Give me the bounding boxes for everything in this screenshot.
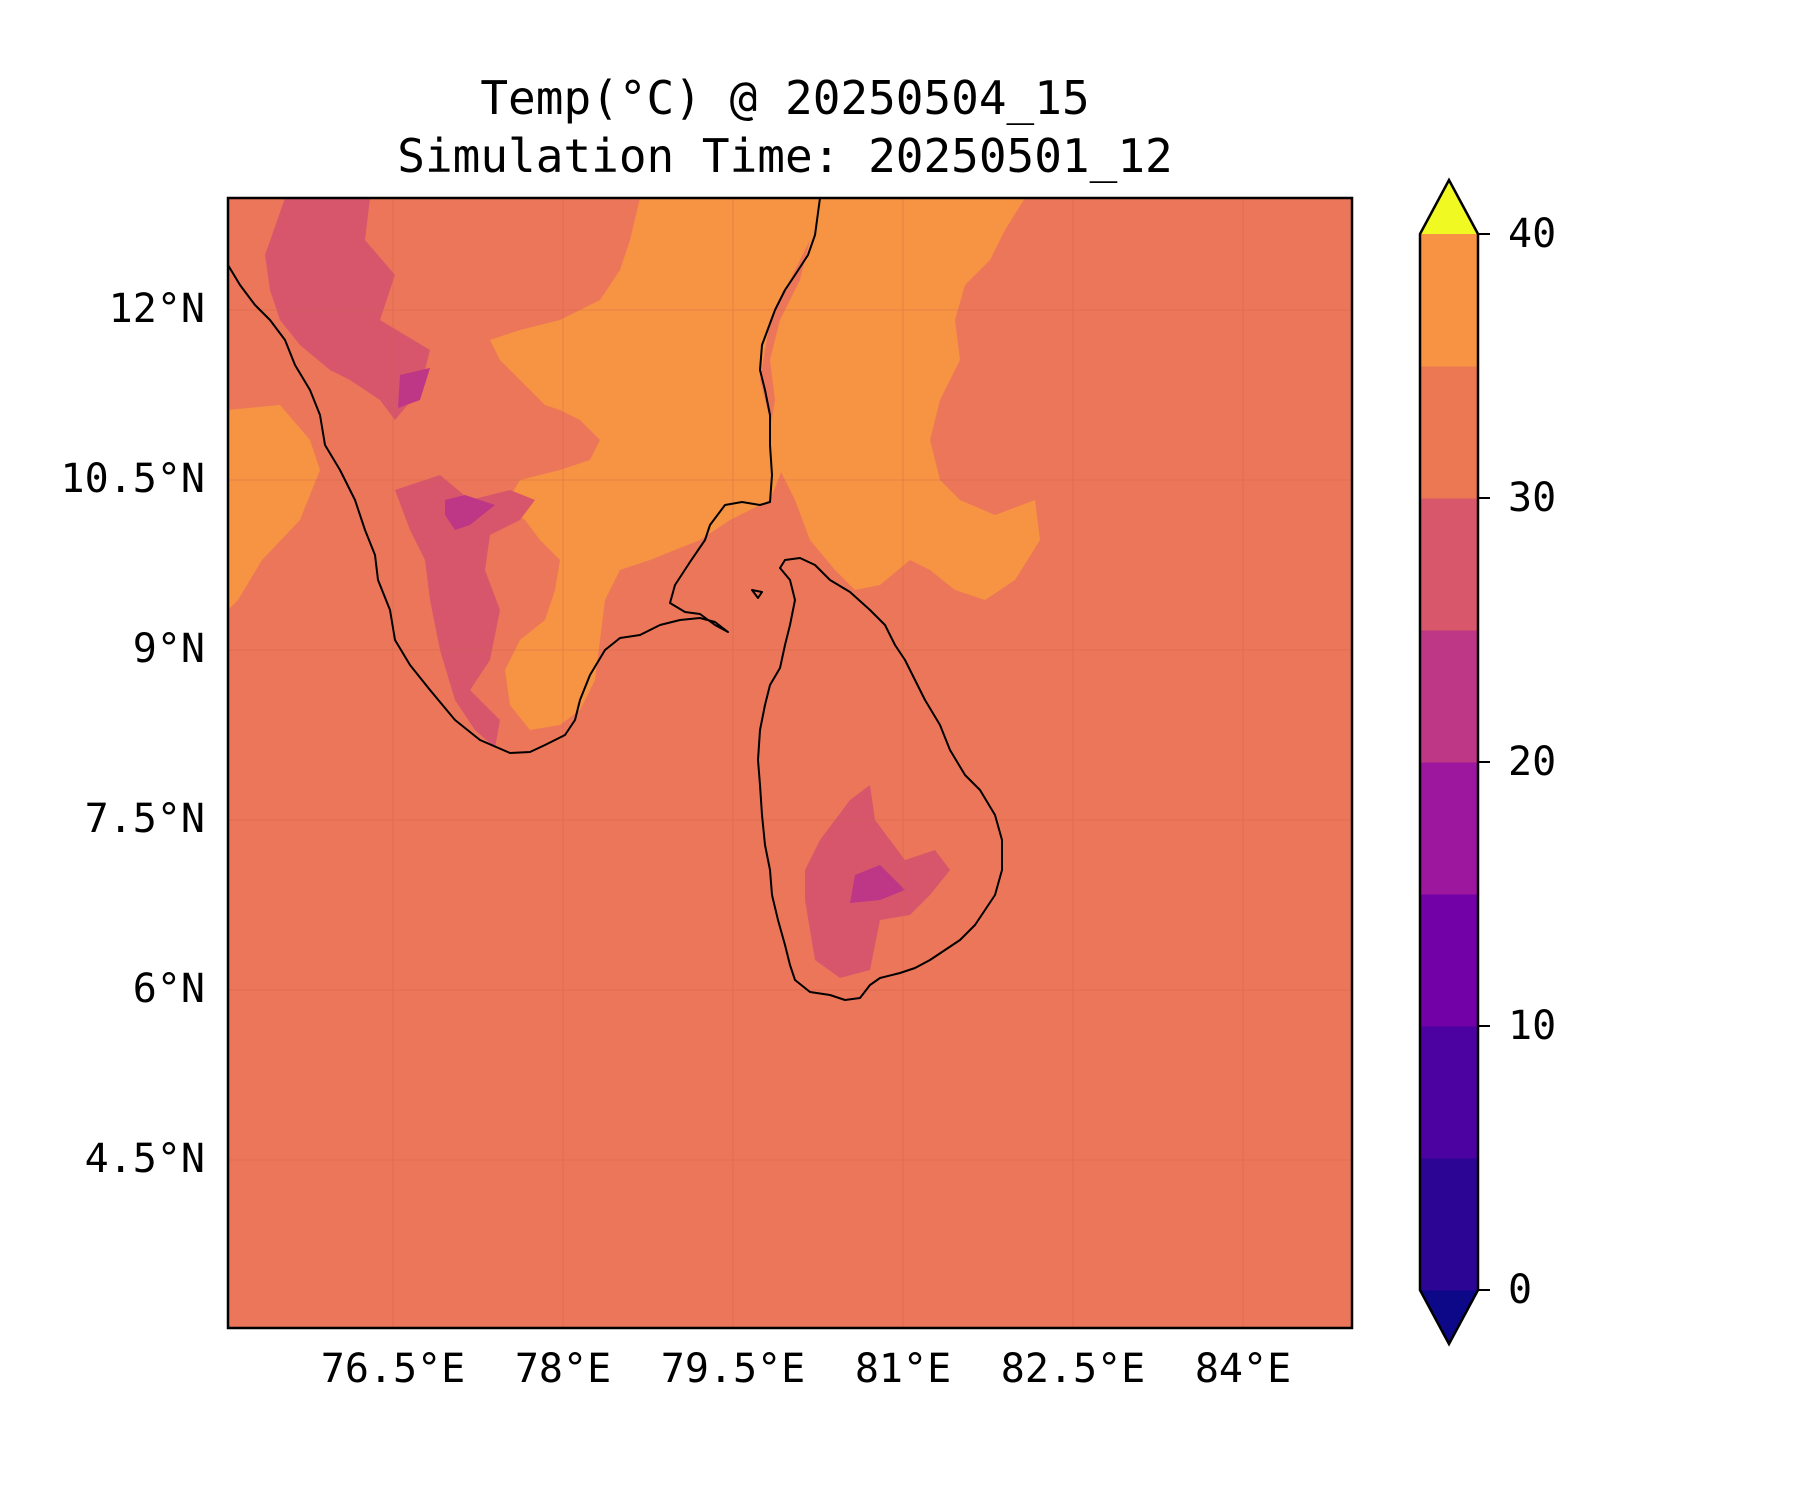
colorbar-segment [1420,366,1478,499]
cool-zone-ghats-north [265,198,430,420]
warm-zone-coast [770,198,1040,600]
lon-tick-label: 82.5°E [1001,1346,1146,1392]
lat-tick-label: 9°N [133,626,205,672]
coastlines [228,198,1003,1001]
lat-axis: 12°N 10.5°N 9°N 7.5°N 6°N 4.5°N [61,286,206,1182]
colorbar-segment [1420,630,1478,763]
colorbar-tick-label: 30 [1508,475,1556,521]
cold-zone-srilanka [850,865,905,903]
colorbar-tick-label: 20 [1508,739,1556,785]
lon-tick-label: 78°E [515,1346,611,1392]
colorbar-extend-high [1420,180,1478,234]
lon-tick-label: 76.5°E [321,1346,466,1392]
map-subtitle: Simulation Time: 20250501_12 [397,129,1173,183]
colorbar-segment [1420,1026,1478,1159]
map-frame [226,196,1354,1330]
warm-zone-interior [490,198,820,730]
colorbar-segment [1420,894,1478,1027]
colorbar-segments [1420,180,1478,1344]
lat-tick-label: 10.5°N [61,456,206,502]
gridlines [228,198,1352,1328]
colorbar-labels: 40 30 20 10 0 [1508,211,1556,1313]
lon-axis: 76.5°E 78°E 79.5°E 81°E 82.5°E 84°E [321,1346,1291,1392]
map-title: Temp(°C) @ 20250504_15 [480,71,1090,125]
colorbar-segment [1420,762,1478,895]
coastline-island [751,589,763,599]
lat-tick-label: 6°N [133,966,205,1012]
colorbar-ticks [1478,233,1490,1291]
colorbar-tick-label: 40 [1508,211,1556,257]
warm-zone-india [228,405,320,610]
colorbar-segment [1420,498,1478,631]
colorbar-tick-label: 10 [1508,1003,1556,1049]
colorbar-segment [1420,1158,1478,1291]
colorbar: 40 30 20 10 0 [1418,177,1556,1347]
cold-zone-ghats-2 [445,495,495,530]
colorbar-segment [1420,234,1478,367]
coastline-srilanka [757,557,1003,1001]
colorbar-extend-low [1420,1290,1478,1344]
coastline-india [228,198,821,754]
lat-tick-label: 12°N [109,286,205,332]
lon-tick-label: 81°E [855,1346,951,1392]
lat-tick-label: 7.5°N [85,796,205,842]
temperature-field [228,198,1352,1328]
cold-zone-ghats [398,368,430,408]
lat-tick-label: 4.5°N [85,1136,205,1182]
colorbar-tick-label: 0 [1508,1267,1532,1313]
lon-tick-label: 79.5°E [661,1346,806,1392]
lon-tick-label: 84°E [1195,1346,1291,1392]
cool-zone-ghats-south [395,475,535,748]
